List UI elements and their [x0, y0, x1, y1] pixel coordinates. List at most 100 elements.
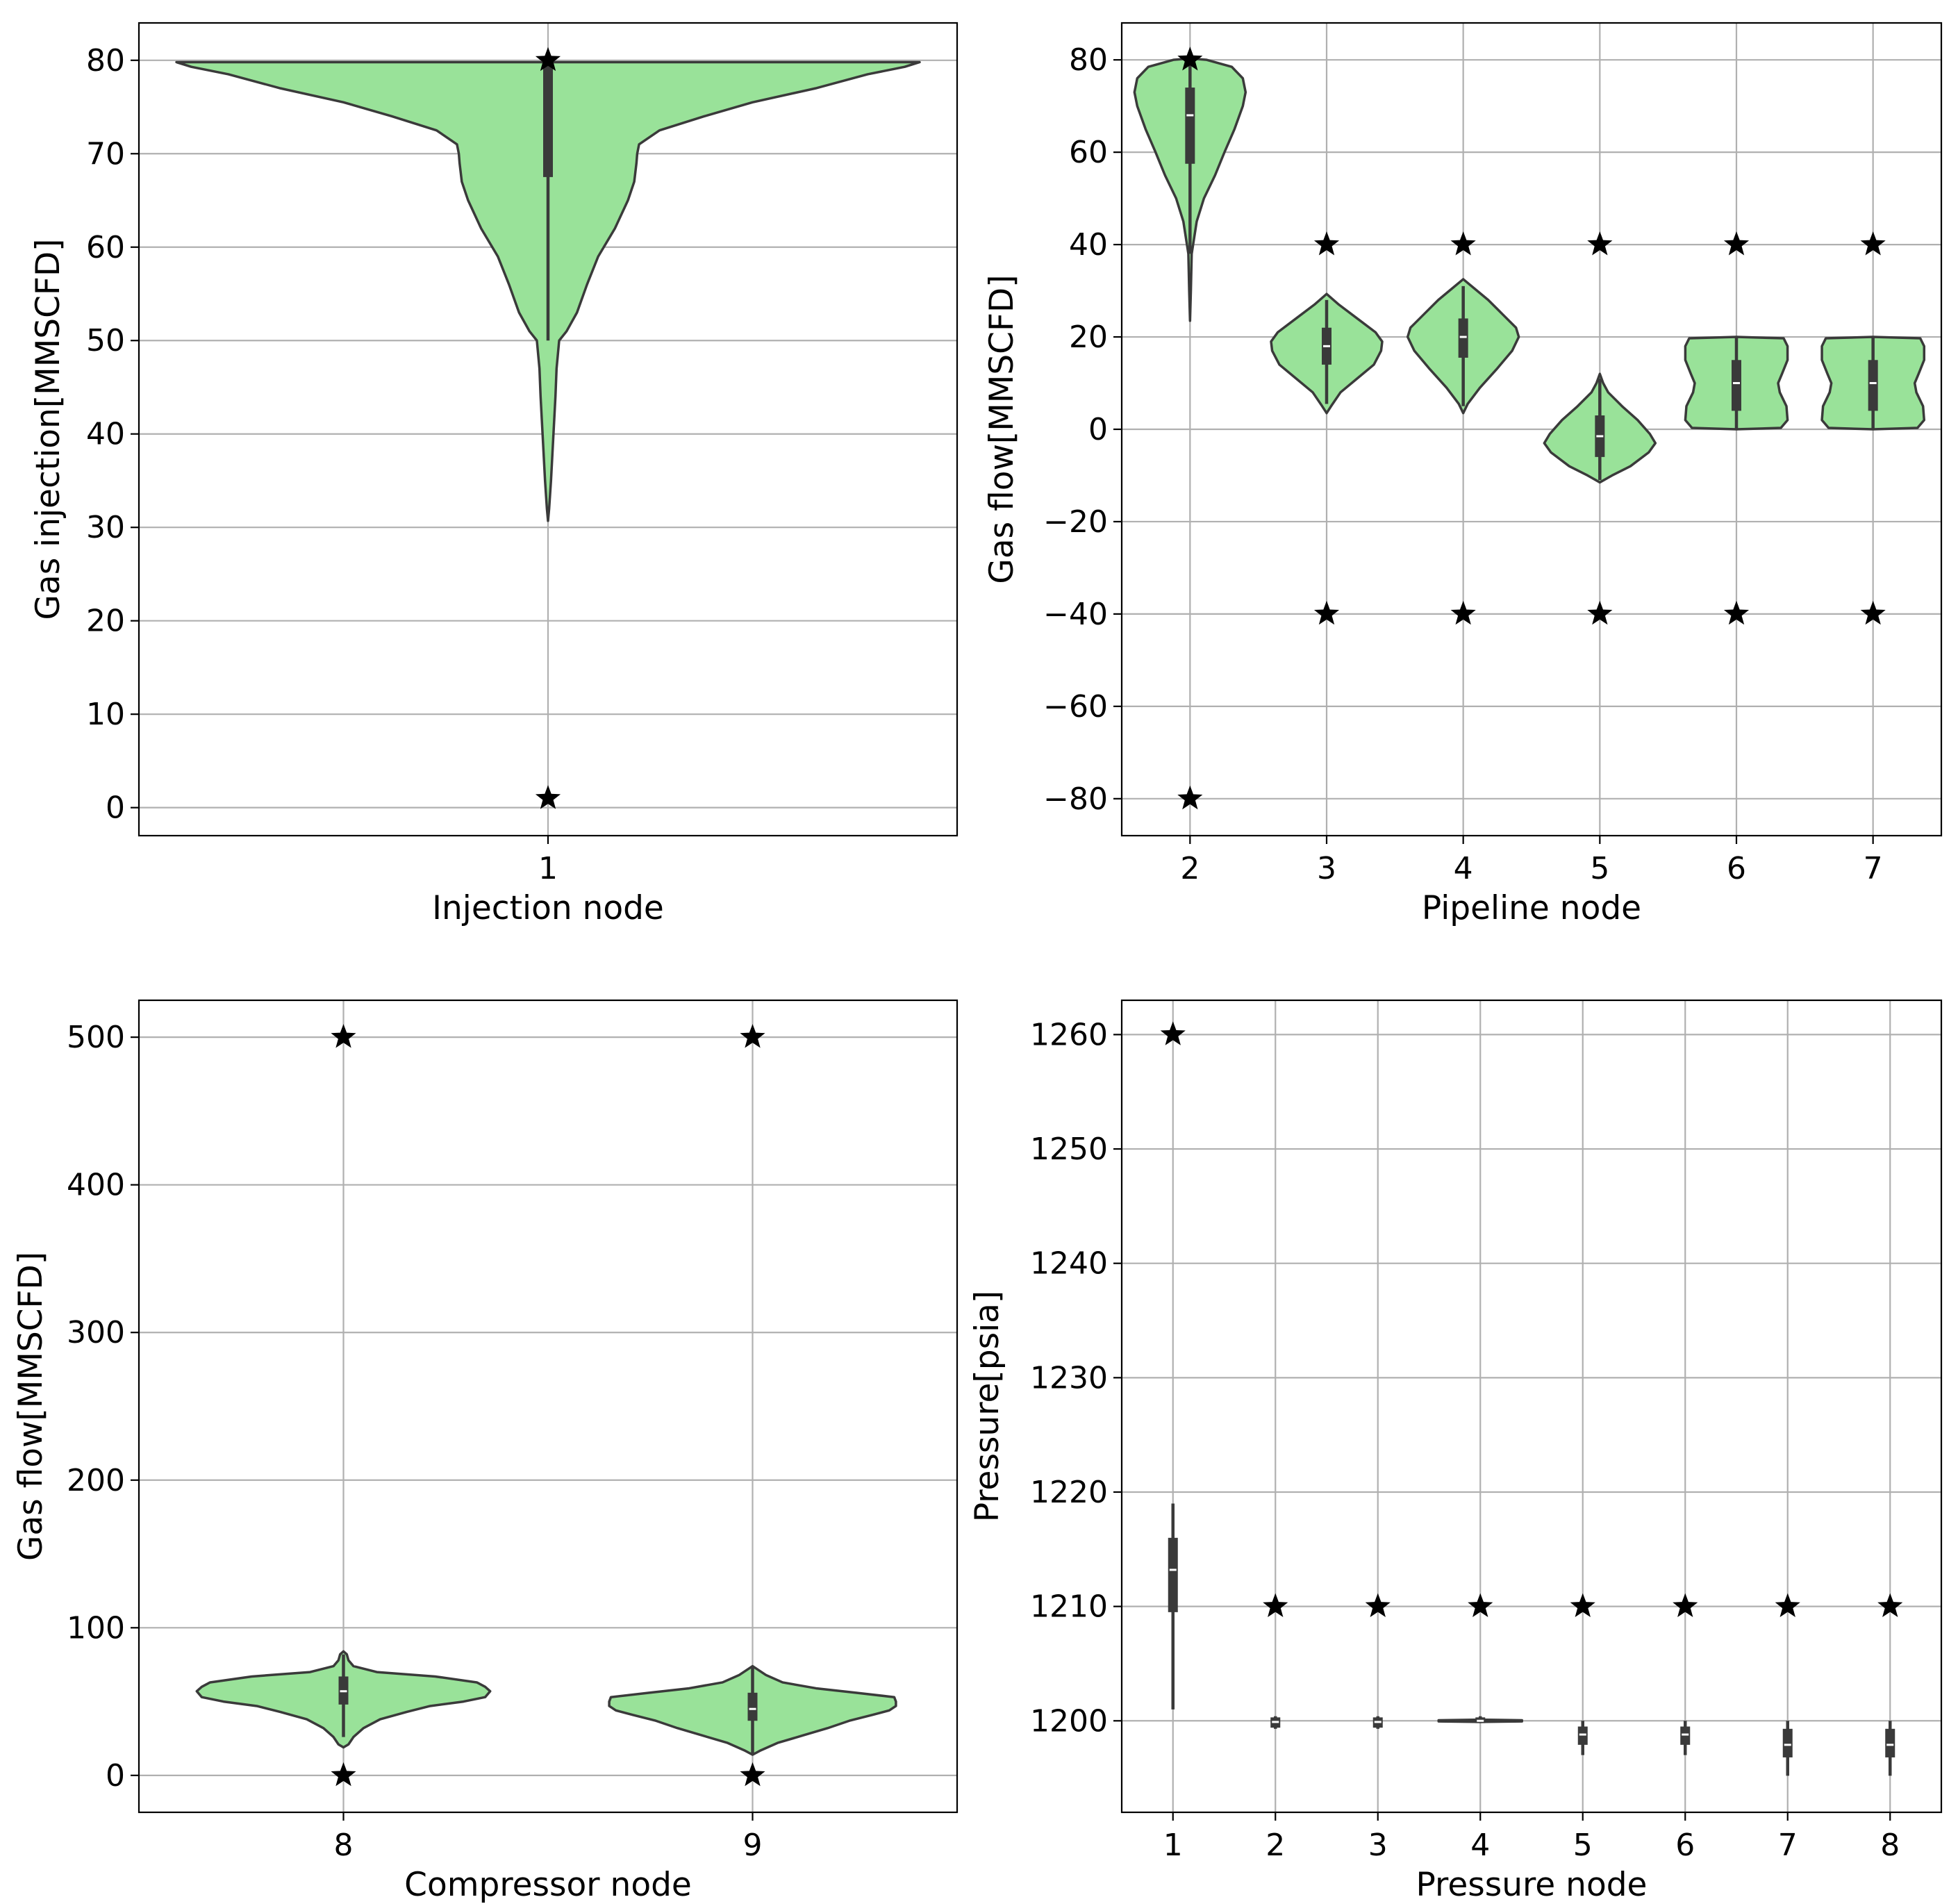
iqr-box-9 — [747, 1692, 758, 1721]
y-tick-label: 40 — [1069, 227, 1108, 263]
x-tick-label: 9 — [743, 1828, 763, 1863]
y-tick-label: 50 — [86, 323, 125, 358]
y-tick-label: 200 — [67, 1463, 125, 1498]
iqr-box-6 — [1680, 1726, 1691, 1745]
bound-star-marker — [1570, 1593, 1595, 1618]
axes-frame — [138, 999, 959, 1814]
y-tick-label: 1200 — [1030, 1703, 1108, 1739]
x-tick-label: 8 — [334, 1828, 354, 1863]
y-tick-label: 1230 — [1030, 1360, 1108, 1396]
bound-star-marker — [740, 1024, 765, 1048]
bound-star-marker — [740, 1762, 765, 1787]
y-tick-label: 0 — [106, 1758, 125, 1794]
x-tick-label: 7 — [1864, 851, 1883, 886]
iqr-box-2 — [1185, 88, 1195, 164]
y-tick-label: −40 — [1043, 597, 1108, 632]
bound-star-marker — [1177, 785, 1203, 810]
y-tick-label: 20 — [1069, 320, 1108, 355]
y-axis-label: Gas injection[MMSCFD] — [29, 239, 67, 620]
y-tick-label: 0 — [1088, 412, 1108, 447]
bound-star-marker — [331, 1762, 356, 1787]
x-tick-label: 2 — [1180, 851, 1200, 886]
x-tick-label: 4 — [1470, 1828, 1490, 1863]
y-tick-label: 20 — [86, 604, 125, 639]
y-tick-label: 300 — [67, 1315, 125, 1350]
y-tick-label: 1250 — [1030, 1132, 1108, 1167]
y-tick-label: 30 — [86, 510, 125, 545]
y-tick-label: 80 — [1069, 42, 1108, 78]
bound-star-marker — [1673, 1593, 1698, 1618]
bound-star-marker — [331, 1024, 356, 1048]
y-axis-label: Gas flow[MMSCFD] — [983, 274, 1021, 583]
iqr-box-8 — [1885, 1728, 1895, 1757]
bound-star-marker — [1177, 47, 1203, 71]
bound-star-marker — [1450, 231, 1476, 256]
x-tick-label: 3 — [1368, 1828, 1388, 1863]
y-tick-label: 1210 — [1030, 1589, 1108, 1625]
bound-star-marker — [1723, 600, 1750, 625]
bound-star-marker — [1263, 1593, 1288, 1618]
x-tick-label: 2 — [1266, 1828, 1285, 1863]
x-tick-label: 8 — [1880, 1828, 1900, 1863]
bound-star-marker — [1313, 231, 1340, 256]
x-tick-label: 4 — [1454, 851, 1473, 886]
panel-bottom-right: 1200 1210 1220 1230 1240 1250 1260 1 2 3 4 5 6 7 8 Pres… — [968, 999, 1943, 1904]
bound-star-marker — [1468, 1593, 1493, 1618]
x-tick-label: 3 — [1317, 851, 1336, 886]
x-axis-label: Pipeline node — [1422, 889, 1641, 927]
bound-star-marker — [1313, 600, 1340, 625]
bound-star-marker — [1860, 231, 1886, 256]
bound-star-marker — [1587, 600, 1613, 625]
y-tick-label: −80 — [1043, 781, 1108, 817]
iqr-box-1 — [1168, 1537, 1178, 1612]
y-axis-label: Pressure[psia] — [968, 1291, 1006, 1523]
x-tick-label: 1 — [1163, 1828, 1183, 1863]
iqr-box-7 — [1868, 360, 1878, 411]
y-tick-label: 400 — [67, 1168, 125, 1203]
x-tick-label: 7 — [1778, 1828, 1798, 1863]
y-tick-label: 0 — [106, 790, 125, 826]
x-axis-label: Compressor node — [404, 1866, 692, 1904]
y-tick-label: −20 — [1043, 504, 1108, 540]
bound-star-marker — [1450, 600, 1476, 625]
y-tick-label: 60 — [1069, 135, 1108, 170]
iqr-box-5 — [1577, 1726, 1588, 1745]
y-tick-label: 10 — [86, 697, 125, 732]
bound-star-marker — [535, 785, 561, 809]
y-tick-label: 1220 — [1030, 1475, 1108, 1510]
x-axis-label: Injection node — [432, 889, 664, 927]
x-tick-label: 5 — [1590, 851, 1609, 886]
iqr-box-7 — [1782, 1728, 1793, 1757]
y-tick-label: −60 — [1043, 689, 1108, 725]
iqr-box-4 — [1458, 318, 1468, 358]
y-tick-label: 1260 — [1030, 1017, 1108, 1052]
y-tick-label: 500 — [67, 1020, 125, 1055]
y-axis-label: Gas flow[MMSCFD] — [12, 1252, 50, 1561]
x-tick-label: 6 — [1727, 851, 1746, 886]
iqr-box-1 — [543, 60, 553, 177]
x-tick-label: 1 — [538, 851, 558, 886]
bound-star-marker — [1723, 231, 1750, 256]
bound-star-marker — [1160, 1021, 1186, 1045]
iqr-box-6 — [1732, 360, 1741, 411]
x-tick-label: 5 — [1573, 1828, 1593, 1863]
y-tick-label: 60 — [86, 230, 125, 265]
y-tick-label: 1240 — [1030, 1246, 1108, 1282]
y-tick-label: 70 — [86, 136, 125, 172]
panel-bottom-left: 0 100 200 300 400 500 8 9 Compressor node Gas flo… — [12, 999, 959, 1904]
bound-star-marker — [1877, 1593, 1903, 1618]
bound-star-marker — [1365, 1593, 1391, 1618]
x-tick-label: 6 — [1675, 1828, 1695, 1863]
y-tick-label: 100 — [67, 1610, 125, 1646]
panel-top-right: −80 −60 −40 −20 0 20 40 60 80 2 3 4 5 6 7 Pipeline node… — [983, 22, 1943, 927]
y-tick-label: 80 — [86, 43, 125, 78]
bound-star-marker — [535, 47, 561, 72]
bound-star-marker — [1775, 1593, 1800, 1618]
y-tick-label: 40 — [86, 417, 125, 452]
bound-star-marker — [1587, 231, 1613, 256]
x-axis-label: Pressure node — [1416, 1866, 1648, 1904]
bound-star-marker — [1860, 600, 1886, 625]
axes-frame — [1120, 999, 1943, 1814]
